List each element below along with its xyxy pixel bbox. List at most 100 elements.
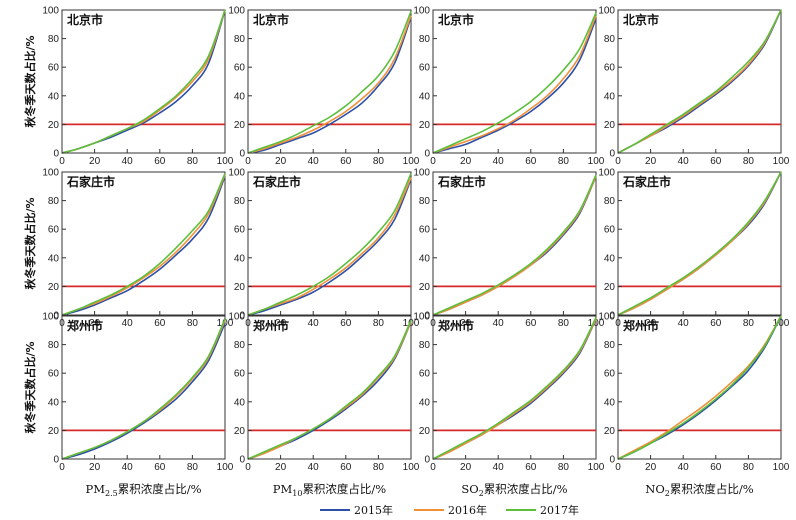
x-tick-label: 0 bbox=[430, 156, 436, 167]
x-tick-label: 80 bbox=[373, 318, 385, 329]
y-tick-label: 100 bbox=[413, 6, 430, 17]
y-tick-label: 0 bbox=[239, 455, 245, 466]
x-tick-label: 80 bbox=[373, 156, 385, 167]
y-tick-label: 20 bbox=[419, 282, 431, 293]
x-tick-label: 80 bbox=[187, 462, 199, 473]
y-tick-label: 60 bbox=[234, 63, 246, 74]
x-tick-label: 20 bbox=[275, 318, 287, 329]
panel-1-1: 0 20 40 60 80 100 0 20 40 60 80 100 北京市 bbox=[42, 6, 233, 168]
y-tick-label: 100 bbox=[228, 312, 245, 323]
y-tick-label: 0 bbox=[53, 149, 59, 160]
x-tick-label: 100 bbox=[217, 462, 234, 473]
y-axis-label: 秋冬季天数占比/% bbox=[23, 341, 37, 433]
x-tick-label: 100 bbox=[773, 156, 790, 167]
series-line-2015年 bbox=[61, 322, 226, 460]
y-tick-label: 60 bbox=[419, 63, 431, 74]
x-tick-label: 100 bbox=[588, 462, 605, 473]
panel-1-3: 0 20 40 60 80 100 0 20 40 60 80 100 北京市 bbox=[413, 6, 604, 168]
city-label: 石家庄市 bbox=[252, 174, 301, 189]
x-tick-label: 0 bbox=[245, 156, 251, 167]
x-tick-label: 0 bbox=[59, 462, 65, 473]
y-tick-label: 20 bbox=[604, 120, 616, 131]
y-tick-label: 80 bbox=[48, 196, 60, 207]
y-tick-label: 40 bbox=[234, 91, 246, 102]
y-tick-label: 80 bbox=[604, 196, 616, 207]
y-tick-label: 0 bbox=[53, 455, 59, 466]
y-tick-label: 40 bbox=[234, 397, 246, 408]
x-tick-label: 80 bbox=[558, 156, 570, 167]
city-label: 石家庄市 bbox=[66, 174, 115, 189]
x-axis-label: PM10累积浓度占比/% bbox=[273, 482, 387, 498]
y-tick-label: 60 bbox=[419, 225, 431, 236]
series-line-2017年 bbox=[61, 318, 226, 460]
series-line-2016年 bbox=[61, 319, 226, 460]
y-tick-label: 40 bbox=[48, 253, 60, 264]
x-tick-label: 100 bbox=[403, 156, 420, 167]
x-tick-label: 40 bbox=[122, 318, 134, 329]
series-line-2017年 bbox=[617, 9, 782, 154]
series-line-2016年 bbox=[617, 315, 782, 460]
x-tick-label: 60 bbox=[710, 462, 722, 473]
y-tick-label: 100 bbox=[42, 312, 59, 323]
x-tick-label: 40 bbox=[678, 462, 690, 473]
x-tick-label: 20 bbox=[460, 318, 472, 329]
x-tick-label: 80 bbox=[743, 156, 755, 167]
y-tick-label: 0 bbox=[424, 311, 430, 322]
city-label: 北京市 bbox=[438, 12, 474, 27]
panel-frame bbox=[432, 315, 597, 460]
y-tick-label: 100 bbox=[598, 168, 615, 179]
series-line-2017年 bbox=[432, 12, 597, 154]
x-tick-label: 60 bbox=[340, 462, 352, 473]
x-tick-label: 20 bbox=[645, 318, 657, 329]
y-tick-label: 60 bbox=[604, 369, 616, 380]
y-tick-label: 0 bbox=[239, 149, 245, 160]
city-label: 北京市 bbox=[67, 12, 103, 27]
y-tick-label: 100 bbox=[228, 6, 245, 17]
x-tick-label: 40 bbox=[678, 156, 690, 167]
y-tick-label: 40 bbox=[419, 253, 431, 264]
x-tick-label: 60 bbox=[525, 156, 537, 167]
legend: 2015年 2016年 2017年 bbox=[320, 503, 579, 517]
panel-frame bbox=[247, 315, 412, 460]
x-tick-label: 60 bbox=[154, 462, 166, 473]
city-label: 郑州市 bbox=[67, 318, 103, 333]
y-tick-label: 20 bbox=[604, 282, 616, 293]
series-line-2016年 bbox=[247, 321, 412, 460]
y-tick-label: 60 bbox=[48, 225, 60, 236]
series-line-2016年 bbox=[617, 171, 782, 316]
x-tick-label: 100 bbox=[588, 156, 605, 167]
y-tick-label: 0 bbox=[609, 311, 615, 322]
series-line-2017年 bbox=[617, 315, 782, 460]
series-line-2015年 bbox=[61, 9, 226, 154]
y-tick-label: 0 bbox=[609, 455, 615, 466]
series-line-2016年 bbox=[247, 177, 412, 316]
y-tick-label: 40 bbox=[604, 253, 616, 264]
x-tick-label: 60 bbox=[710, 318, 722, 329]
y-tick-label: 40 bbox=[604, 91, 616, 102]
x-tick-label: 0 bbox=[615, 156, 621, 167]
y-tick-label: 80 bbox=[604, 340, 616, 351]
x-axis-label: NO2累积浓度占比/% bbox=[645, 482, 753, 498]
panel-frame bbox=[617, 171, 782, 316]
series-line-2017年 bbox=[61, 173, 226, 316]
y-tick-label: 20 bbox=[48, 282, 60, 293]
y-tick-label: 40 bbox=[419, 91, 431, 102]
panel-1-2: 0 20 40 60 80 100 0 20 40 60 80 100 北京市 bbox=[228, 6, 419, 168]
x-tick-label: 80 bbox=[558, 462, 570, 473]
x-tick-label: 80 bbox=[558, 318, 570, 329]
series-line-2015年 bbox=[247, 16, 412, 154]
series-line-2015年 bbox=[247, 178, 412, 316]
panel-frame bbox=[247, 9, 412, 154]
series-line-2016年 bbox=[432, 175, 597, 316]
y-tick-label: 40 bbox=[604, 397, 616, 408]
x-tick-label: 60 bbox=[710, 156, 722, 167]
series-line-2017年 bbox=[432, 174, 597, 316]
series-line-2016年 bbox=[432, 15, 597, 154]
series-line-2017年 bbox=[61, 9, 226, 154]
series-line-2017年 bbox=[247, 173, 412, 316]
x-tick-label: 60 bbox=[525, 462, 537, 473]
panel-frame bbox=[432, 9, 597, 154]
x-tick-label: 40 bbox=[308, 462, 320, 473]
